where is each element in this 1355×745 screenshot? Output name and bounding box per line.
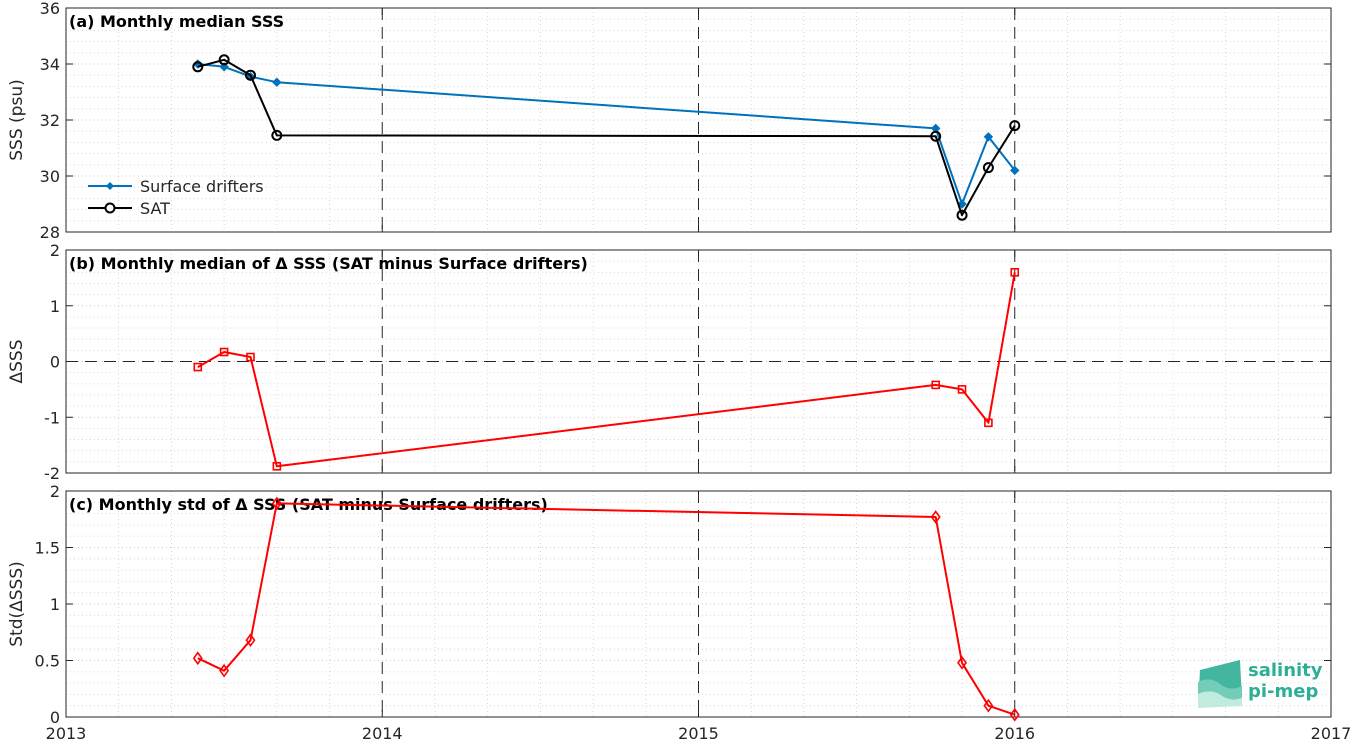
series-line xyxy=(197,272,1016,468)
data-point xyxy=(984,418,993,428)
waves-icon xyxy=(1198,660,1242,708)
panel-b: -2 -1 0 1 2 ΔSSS (b) Monthly median of Δ SSS (… xyxy=(7,241,1332,483)
legend-label: Surface drifters xyxy=(140,177,264,196)
panel-title: (a) Monthly median SSS xyxy=(69,12,284,31)
series-sat xyxy=(192,54,1021,221)
x-tick-label: 2013 xyxy=(46,724,87,743)
y-axis-label: ΔSSS xyxy=(7,339,27,383)
y-tick-label: 1 xyxy=(50,595,60,614)
x-tick-label: 2017 xyxy=(1311,724,1352,743)
salinity-pi-mep-logo: salinity pi-mep xyxy=(1198,660,1323,708)
data-point xyxy=(957,655,968,670)
y-tick-label: 1.5 xyxy=(35,539,60,558)
y-tick-label: 34 xyxy=(40,55,60,74)
data-point xyxy=(982,162,994,174)
data-point xyxy=(192,61,204,73)
panels: 28 30 32 34 36 SSS (psu) (a) Monthly median SS… xyxy=(7,0,1351,743)
y-axis-label: Std(ΔSSS) xyxy=(7,561,27,647)
y-tick-label: 0.5 xyxy=(35,652,60,671)
y-tick-label: 0 xyxy=(50,353,60,372)
x-tick-label: 2015 xyxy=(678,724,719,743)
data-point xyxy=(219,347,229,357)
data-point xyxy=(983,132,994,142)
data-point xyxy=(956,209,968,221)
data-point xyxy=(246,352,255,362)
data-point xyxy=(219,663,230,678)
data-point xyxy=(244,69,256,81)
x-tick-label: 2014 xyxy=(362,724,403,743)
data-point xyxy=(245,633,256,648)
panel-a: 28 30 32 34 36 SSS (psu) (a) Monthly median SS… xyxy=(7,0,1332,242)
y-tick-label: 36 xyxy=(40,0,60,18)
logo-text-line1: salinity xyxy=(1248,660,1323,681)
data-point xyxy=(1010,267,1020,277)
data-point xyxy=(930,130,942,142)
data-point xyxy=(271,129,283,141)
data-point xyxy=(957,385,967,394)
data-point xyxy=(272,77,282,87)
logo-text-line2: pi-mep xyxy=(1248,681,1318,702)
y-tick-label: 0 xyxy=(50,708,60,727)
y-tick-label: 2 xyxy=(50,482,60,501)
data-point xyxy=(193,362,203,372)
legend-label: SAT xyxy=(140,199,170,218)
data-point xyxy=(930,510,941,524)
y-tick-label: 1 xyxy=(50,297,60,316)
y-tick-label: 30 xyxy=(40,167,60,186)
data-point xyxy=(1009,707,1020,722)
y-tick-label: 32 xyxy=(40,111,60,130)
data-point xyxy=(218,54,230,66)
series-line xyxy=(197,502,1016,716)
data-point xyxy=(931,380,940,390)
series-line xyxy=(197,63,1016,205)
y-tick-label: -1 xyxy=(44,408,60,427)
legend-marker xyxy=(104,202,116,214)
data-point xyxy=(192,651,203,666)
x-tick-label: 2016 xyxy=(994,724,1035,743)
data-point xyxy=(1010,165,1020,176)
data-point xyxy=(272,462,282,471)
y-tick-label: 28 xyxy=(40,223,60,242)
data-point xyxy=(983,698,994,713)
legend: Surface drifters SAT xyxy=(88,177,264,218)
series-delta-1 xyxy=(193,267,1020,471)
y-axis-label: SSS (psu) xyxy=(7,79,27,160)
y-tick-label: -2 xyxy=(44,464,60,483)
y-tick-label: 2 xyxy=(50,241,60,260)
legend-marker xyxy=(106,182,114,190)
series-delta-2 xyxy=(192,496,1020,722)
data-point xyxy=(1009,120,1021,132)
data-point xyxy=(271,496,282,511)
panel-title: (b) Monthly median of Δ SSS (SAT minus S… xyxy=(69,254,588,273)
data-point xyxy=(957,199,967,209)
